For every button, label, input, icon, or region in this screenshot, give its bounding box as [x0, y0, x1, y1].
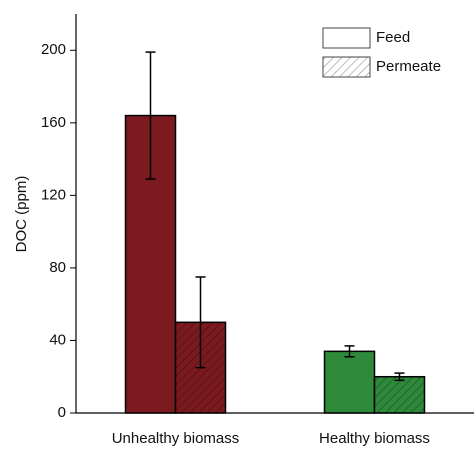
legend-label: Feed: [376, 29, 410, 46]
y-tick-label: 120: [41, 186, 66, 203]
bar: [373, 375, 426, 414]
legend-swatch: [322, 56, 371, 78]
x-tick-label: Healthy biomass: [319, 430, 430, 447]
y-tick-label: 200: [41, 41, 66, 58]
legend-label: Permeate: [376, 58, 441, 75]
bar: [323, 350, 376, 414]
y-tick-label: 40: [49, 331, 66, 348]
y-tick-label: 0: [58, 404, 66, 421]
y-tick-label: 80: [49, 259, 66, 276]
legend-swatch: [322, 27, 371, 49]
x-tick-label: Unhealthy biomass: [112, 430, 240, 447]
y-tick-label: 160: [41, 114, 66, 131]
y-axis-label: DOC (ppm): [13, 176, 30, 253]
